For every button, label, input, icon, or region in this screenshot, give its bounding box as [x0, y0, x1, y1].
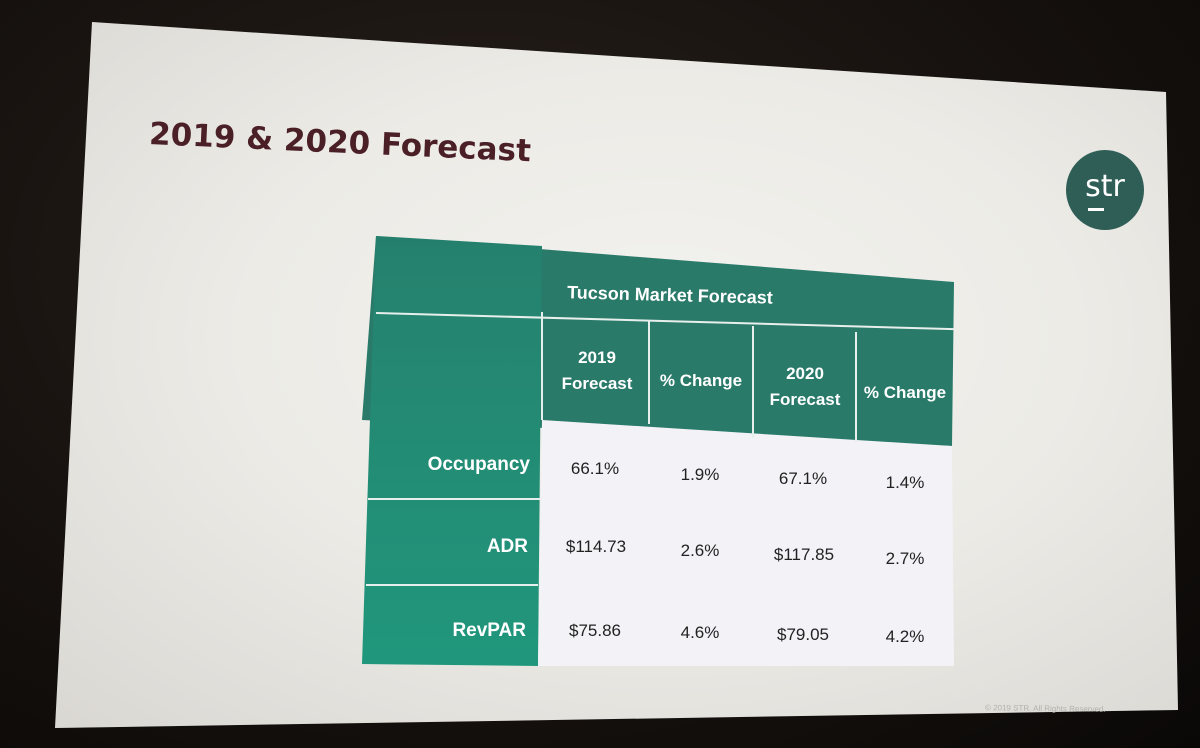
logo-underline	[1088, 208, 1104, 211]
table-cell: $75.86	[569, 621, 621, 640]
table-cell: $79.05	[777, 625, 829, 644]
table-divider	[855, 332, 857, 442]
table-cell: 66.1%	[570, 459, 620, 478]
column-header-2020-forecast: 2020 Forecast	[769, 364, 841, 409]
table-divider	[541, 312, 543, 420]
table-title: Tucson Market Forecast	[566, 281, 774, 308]
table-cell: $117.85	[773, 545, 835, 564]
table-cell: 2.6%	[680, 541, 720, 560]
table-divider	[752, 326, 754, 438]
column-header-2019-forecast: 2019 Forecast	[561, 348, 633, 393]
table-cell: 4.2%	[885, 627, 925, 646]
column-header-pct-change-2019: % Change	[659, 371, 743, 390]
row-label-adr: ADR	[486, 536, 528, 557]
copyright-footer: © 2019 STR. All Rights Reserved.	[984, 703, 1106, 714]
column-header-pct-change-2020: % Change	[863, 383, 947, 402]
table-cell: 67.1%	[778, 469, 828, 488]
table-divider	[368, 498, 540, 500]
row-label-revpar: RevPAR	[452, 620, 526, 641]
table-cell: 4.6%	[680, 623, 720, 642]
table-cell: $114.73	[565, 537, 627, 556]
table-cell: 1.9%	[680, 465, 720, 484]
str-logo: str	[1066, 150, 1144, 230]
row-label-occupancy: Occupancy	[427, 454, 530, 475]
logo-text: str	[1085, 168, 1125, 204]
table-cell: 1.4%	[885, 473, 925, 492]
table-divider	[648, 320, 650, 424]
table-divider	[366, 584, 538, 586]
table-cell: 2.7%	[885, 549, 925, 568]
